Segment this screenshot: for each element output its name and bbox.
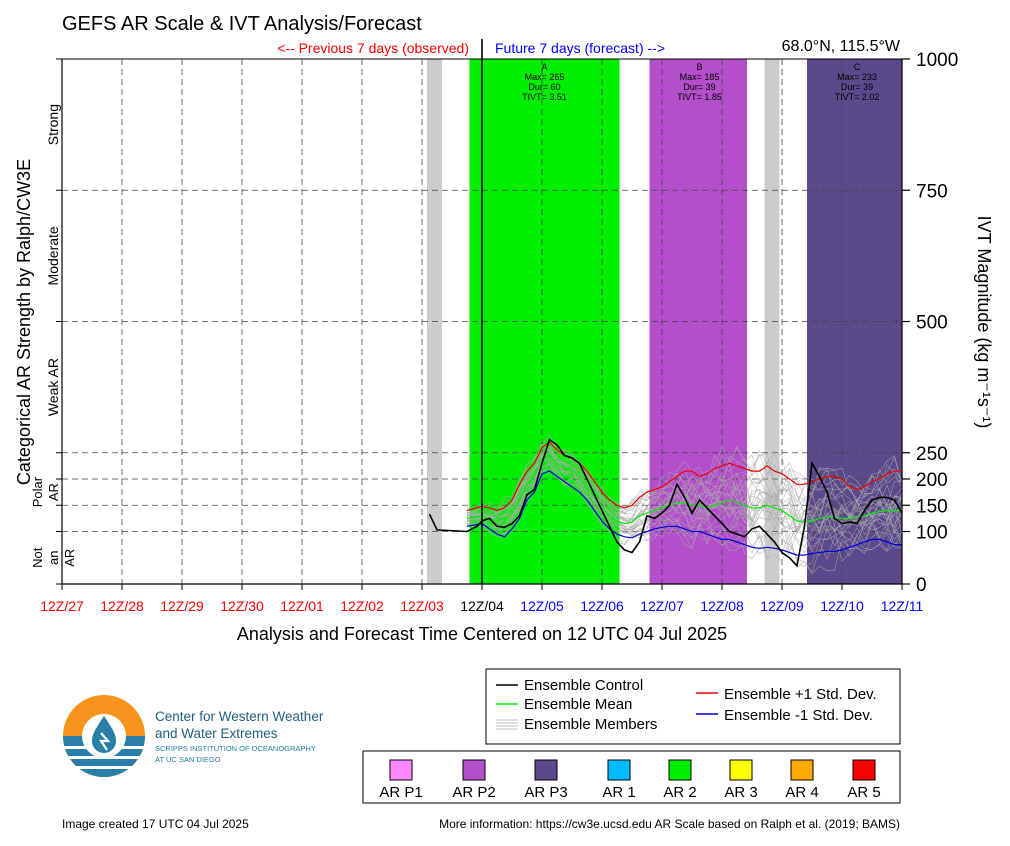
ar-scale-swatch: [534, 759, 558, 781]
ar-category-label: AR: [46, 483, 61, 501]
legend-mean-label: Ensemble Mean: [524, 696, 632, 713]
event-annotation-text: TIVT= 2.02: [835, 92, 880, 102]
ensemble-member-line: [466, 433, 903, 515]
ar-scale-swatch: [668, 759, 692, 781]
event-annotation-text: Max= 233: [837, 72, 877, 82]
ensemble-member-line: [466, 464, 903, 536]
logo-institution-line2: AT UC SAN DIEGO: [155, 755, 221, 764]
ensemble-plus-std-line: [466, 441, 902, 512]
location-label: 68.0°N, 115.5°W: [782, 38, 901, 55]
ar-scale-swatch: [607, 759, 631, 781]
ar-category-label: Not: [30, 547, 45, 568]
ensemble-member-line: [467, 467, 903, 567]
ar-category-label: AR: [62, 549, 77, 567]
ar-category-label: Polar: [30, 476, 45, 507]
axes: 12Z/27 12Z/28 12Z/29 12Z/30 12Z/01 12Z/02 12Z/…: [30, 39, 958, 614]
future-period-label: Future 7 days (forecast) -->: [495, 40, 665, 56]
x-tick-label: 12Z/07: [640, 598, 684, 614]
legend-plus-std-label: Ensemble +1 Std. Dev.: [724, 686, 877, 703]
ensemble-member-line: [466, 454, 903, 537]
ensemble-minus-std-line: [466, 470, 902, 556]
event-annotation-text: Dur= 60: [528, 82, 560, 92]
x-tick-label: 12Z/30: [220, 598, 264, 614]
legend-control-label: Ensemble Control: [524, 677, 643, 694]
y-tick-label: 200: [916, 470, 948, 491]
x-tick-label: 12Z/10: [820, 598, 864, 614]
x-tick-label: 12Z/01: [280, 598, 324, 614]
ar-category-label: Moderate: [45, 226, 61, 285]
logo-name-line1: Center for Western Weather: [155, 709, 324, 724]
image-created-label: Image created 17 UTC 04 Jul 2025: [62, 817, 249, 831]
x-tick-label: 12Z/27: [40, 598, 84, 614]
ar-scale-swatch: [389, 759, 413, 781]
ar-scale-legend: AR P1 AR P2 AR P3 AR 1 AR 2 AR 3 AR 4 AR 5: [362, 750, 901, 804]
ar-scale-label: AR 3: [724, 784, 757, 801]
event-annotation-text: Max= 185: [680, 72, 720, 82]
x-tick-label: 12Z/03: [400, 598, 444, 614]
x-tick-label: 12Z/08: [700, 598, 744, 614]
y-tick-label: 250: [916, 444, 948, 465]
ar-scale-label: AR 1: [602, 784, 635, 801]
x-tick-label: 12Z/28: [100, 598, 144, 614]
ar-category-label: Weak AR: [45, 358, 61, 416]
x-tick-label: 12Z/29: [160, 598, 204, 614]
ensemble-member-line: [466, 461, 903, 542]
ar-scale-swatch: [462, 759, 486, 781]
y-tick-label: 750: [916, 181, 948, 202]
event-annotation-text: Max= 265: [525, 72, 565, 82]
ar-scale-label: AR 4: [785, 784, 818, 801]
x-tick-label: 12Z/02: [340, 598, 384, 614]
previous-period-label: <-- Previous 7 days (observed): [277, 40, 469, 56]
legend-minus-std-label: Ensemble -1 Std. Dev.: [724, 707, 873, 724]
water-drop-icon: [92, 716, 116, 753]
ar-scale-label: AR P1: [379, 784, 422, 801]
x-axis-title: Analysis and Forecast Time Centered on 1…: [237, 624, 727, 644]
y-tick-label: 100: [916, 523, 948, 544]
ensemble-member-line: [466, 442, 903, 513]
ar-category-label: an: [46, 551, 61, 565]
ar-scale-label: AR P2: [452, 784, 495, 801]
logo-name-line2: and Water Extremes: [155, 726, 278, 741]
ar-category-label: Strong: [45, 104, 61, 145]
x-tick-label: 12Z/11: [881, 598, 924, 614]
x-tick-label: 12Z/04: [460, 598, 504, 614]
ar-scale-label: AR P3: [524, 784, 567, 801]
y-tick-label: 500: [916, 313, 948, 334]
ensemble-control-line: [428, 438, 903, 568]
event-annotation-text: A: [541, 62, 547, 72]
ar-scale-swatch: [729, 759, 753, 781]
y-tick-label: 1000: [916, 50, 958, 71]
event-annotation-text: Dur= 39: [841, 82, 873, 92]
ar-scale-label: AR 5: [847, 784, 880, 801]
event-annotation-text: TIVT= 3.51: [522, 92, 567, 102]
line-legend: Ensemble Control Ensemble Mean Ensemble …: [485, 668, 901, 745]
legend-members-swatch: [496, 719, 518, 730]
x-tick-label: 12Z/09: [760, 598, 804, 614]
left-y-axis-title: Categorical AR Strength by Ralph/CW3E: [14, 159, 34, 485]
ar-scale-swatch: [852, 759, 876, 781]
x-tick-label: 12Z/06: [580, 598, 624, 614]
more-info-label: More information: https://cw3e.ucsd.edu …: [439, 817, 900, 831]
x-tick-label: 12Z/05: [520, 598, 564, 614]
event-annotation-text: C: [854, 62, 861, 72]
y-tick-label: 0: [916, 575, 927, 596]
cw3e-logo: Center for Western Weather and Water Ext…: [63, 695, 324, 777]
event-annotation-text: Dur= 39: [683, 82, 715, 92]
ar-scale-label: AR 2: [663, 784, 696, 801]
event-annotation-text: B: [696, 62, 702, 72]
logo-institution-line1: SCRIPPS INSTITUTION OF OCEANOGRAPHY: [155, 744, 316, 753]
ar-scale-swatch: [790, 759, 814, 781]
ensemble-member-line: [466, 468, 903, 575]
ensemble-series: [428, 438, 903, 568]
event-annotation-text: TIVT= 1.85: [677, 92, 722, 102]
chart-title: GEFS AR Scale & IVT Analysis/Forecast: [62, 13, 422, 35]
y-tick-label: 150: [916, 496, 948, 517]
ensemble-member-line: [466, 458, 903, 532]
legend-members-label: Ensemble Members: [524, 716, 657, 733]
right-y-axis-title: IVT Magnitude (kg m⁻¹s⁻¹): [974, 216, 994, 429]
